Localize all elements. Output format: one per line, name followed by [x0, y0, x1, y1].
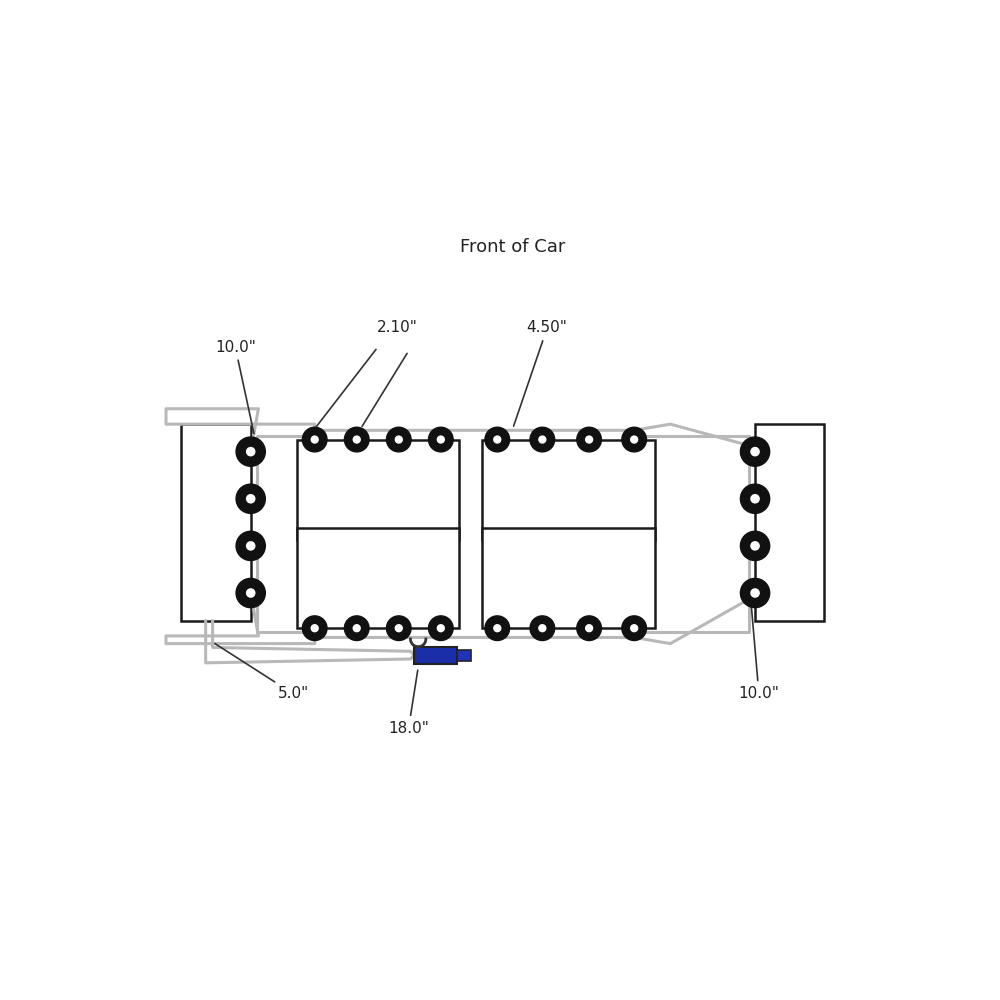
Text: Front of Car: Front of Car — [460, 238, 565, 256]
Circle shape — [530, 427, 555, 452]
Circle shape — [428, 616, 453, 641]
Circle shape — [586, 625, 593, 632]
Circle shape — [247, 542, 255, 550]
Circle shape — [344, 616, 369, 641]
Circle shape — [247, 495, 255, 503]
Bar — [297, 528, 459, 628]
Circle shape — [353, 625, 360, 632]
Circle shape — [494, 436, 501, 443]
Bar — [482, 440, 655, 540]
Circle shape — [247, 589, 255, 597]
Circle shape — [302, 616, 327, 641]
Circle shape — [395, 436, 402, 443]
Circle shape — [494, 625, 501, 632]
Circle shape — [622, 427, 646, 452]
Circle shape — [539, 436, 546, 443]
Circle shape — [530, 616, 555, 641]
Circle shape — [751, 589, 759, 597]
Text: 18.0": 18.0" — [388, 670, 429, 736]
Circle shape — [437, 436, 444, 443]
Circle shape — [740, 484, 770, 513]
Bar — [457, 650, 471, 661]
Circle shape — [622, 616, 646, 641]
Circle shape — [751, 495, 759, 503]
Circle shape — [236, 531, 265, 561]
Circle shape — [751, 448, 759, 456]
Circle shape — [236, 484, 265, 513]
Circle shape — [485, 616, 510, 641]
Circle shape — [539, 625, 546, 632]
Circle shape — [751, 542, 759, 550]
Circle shape — [577, 616, 601, 641]
Text: 2.10": 2.10" — [377, 320, 417, 335]
Circle shape — [353, 436, 360, 443]
Circle shape — [631, 436, 638, 443]
Circle shape — [236, 437, 265, 466]
Bar — [482, 528, 655, 628]
Text: 5.0": 5.0" — [215, 644, 309, 701]
Circle shape — [485, 427, 510, 452]
Circle shape — [247, 448, 255, 456]
Circle shape — [236, 578, 265, 608]
Bar — [414, 647, 457, 664]
Circle shape — [428, 427, 453, 452]
Circle shape — [740, 578, 770, 608]
Bar — [297, 440, 459, 540]
Circle shape — [386, 616, 411, 641]
Bar — [181, 424, 251, 620]
Circle shape — [386, 427, 411, 452]
Text: 10.0": 10.0" — [738, 607, 779, 701]
Circle shape — [631, 625, 638, 632]
Circle shape — [311, 625, 318, 632]
Circle shape — [740, 531, 770, 561]
Circle shape — [586, 436, 593, 443]
Circle shape — [740, 437, 770, 466]
Circle shape — [302, 427, 327, 452]
Circle shape — [395, 625, 402, 632]
Bar — [755, 424, 824, 620]
Circle shape — [344, 427, 369, 452]
Text: 4.50": 4.50" — [514, 320, 568, 426]
Circle shape — [311, 436, 318, 443]
Circle shape — [437, 625, 444, 632]
Text: 10.0": 10.0" — [215, 340, 256, 434]
Circle shape — [577, 427, 601, 452]
